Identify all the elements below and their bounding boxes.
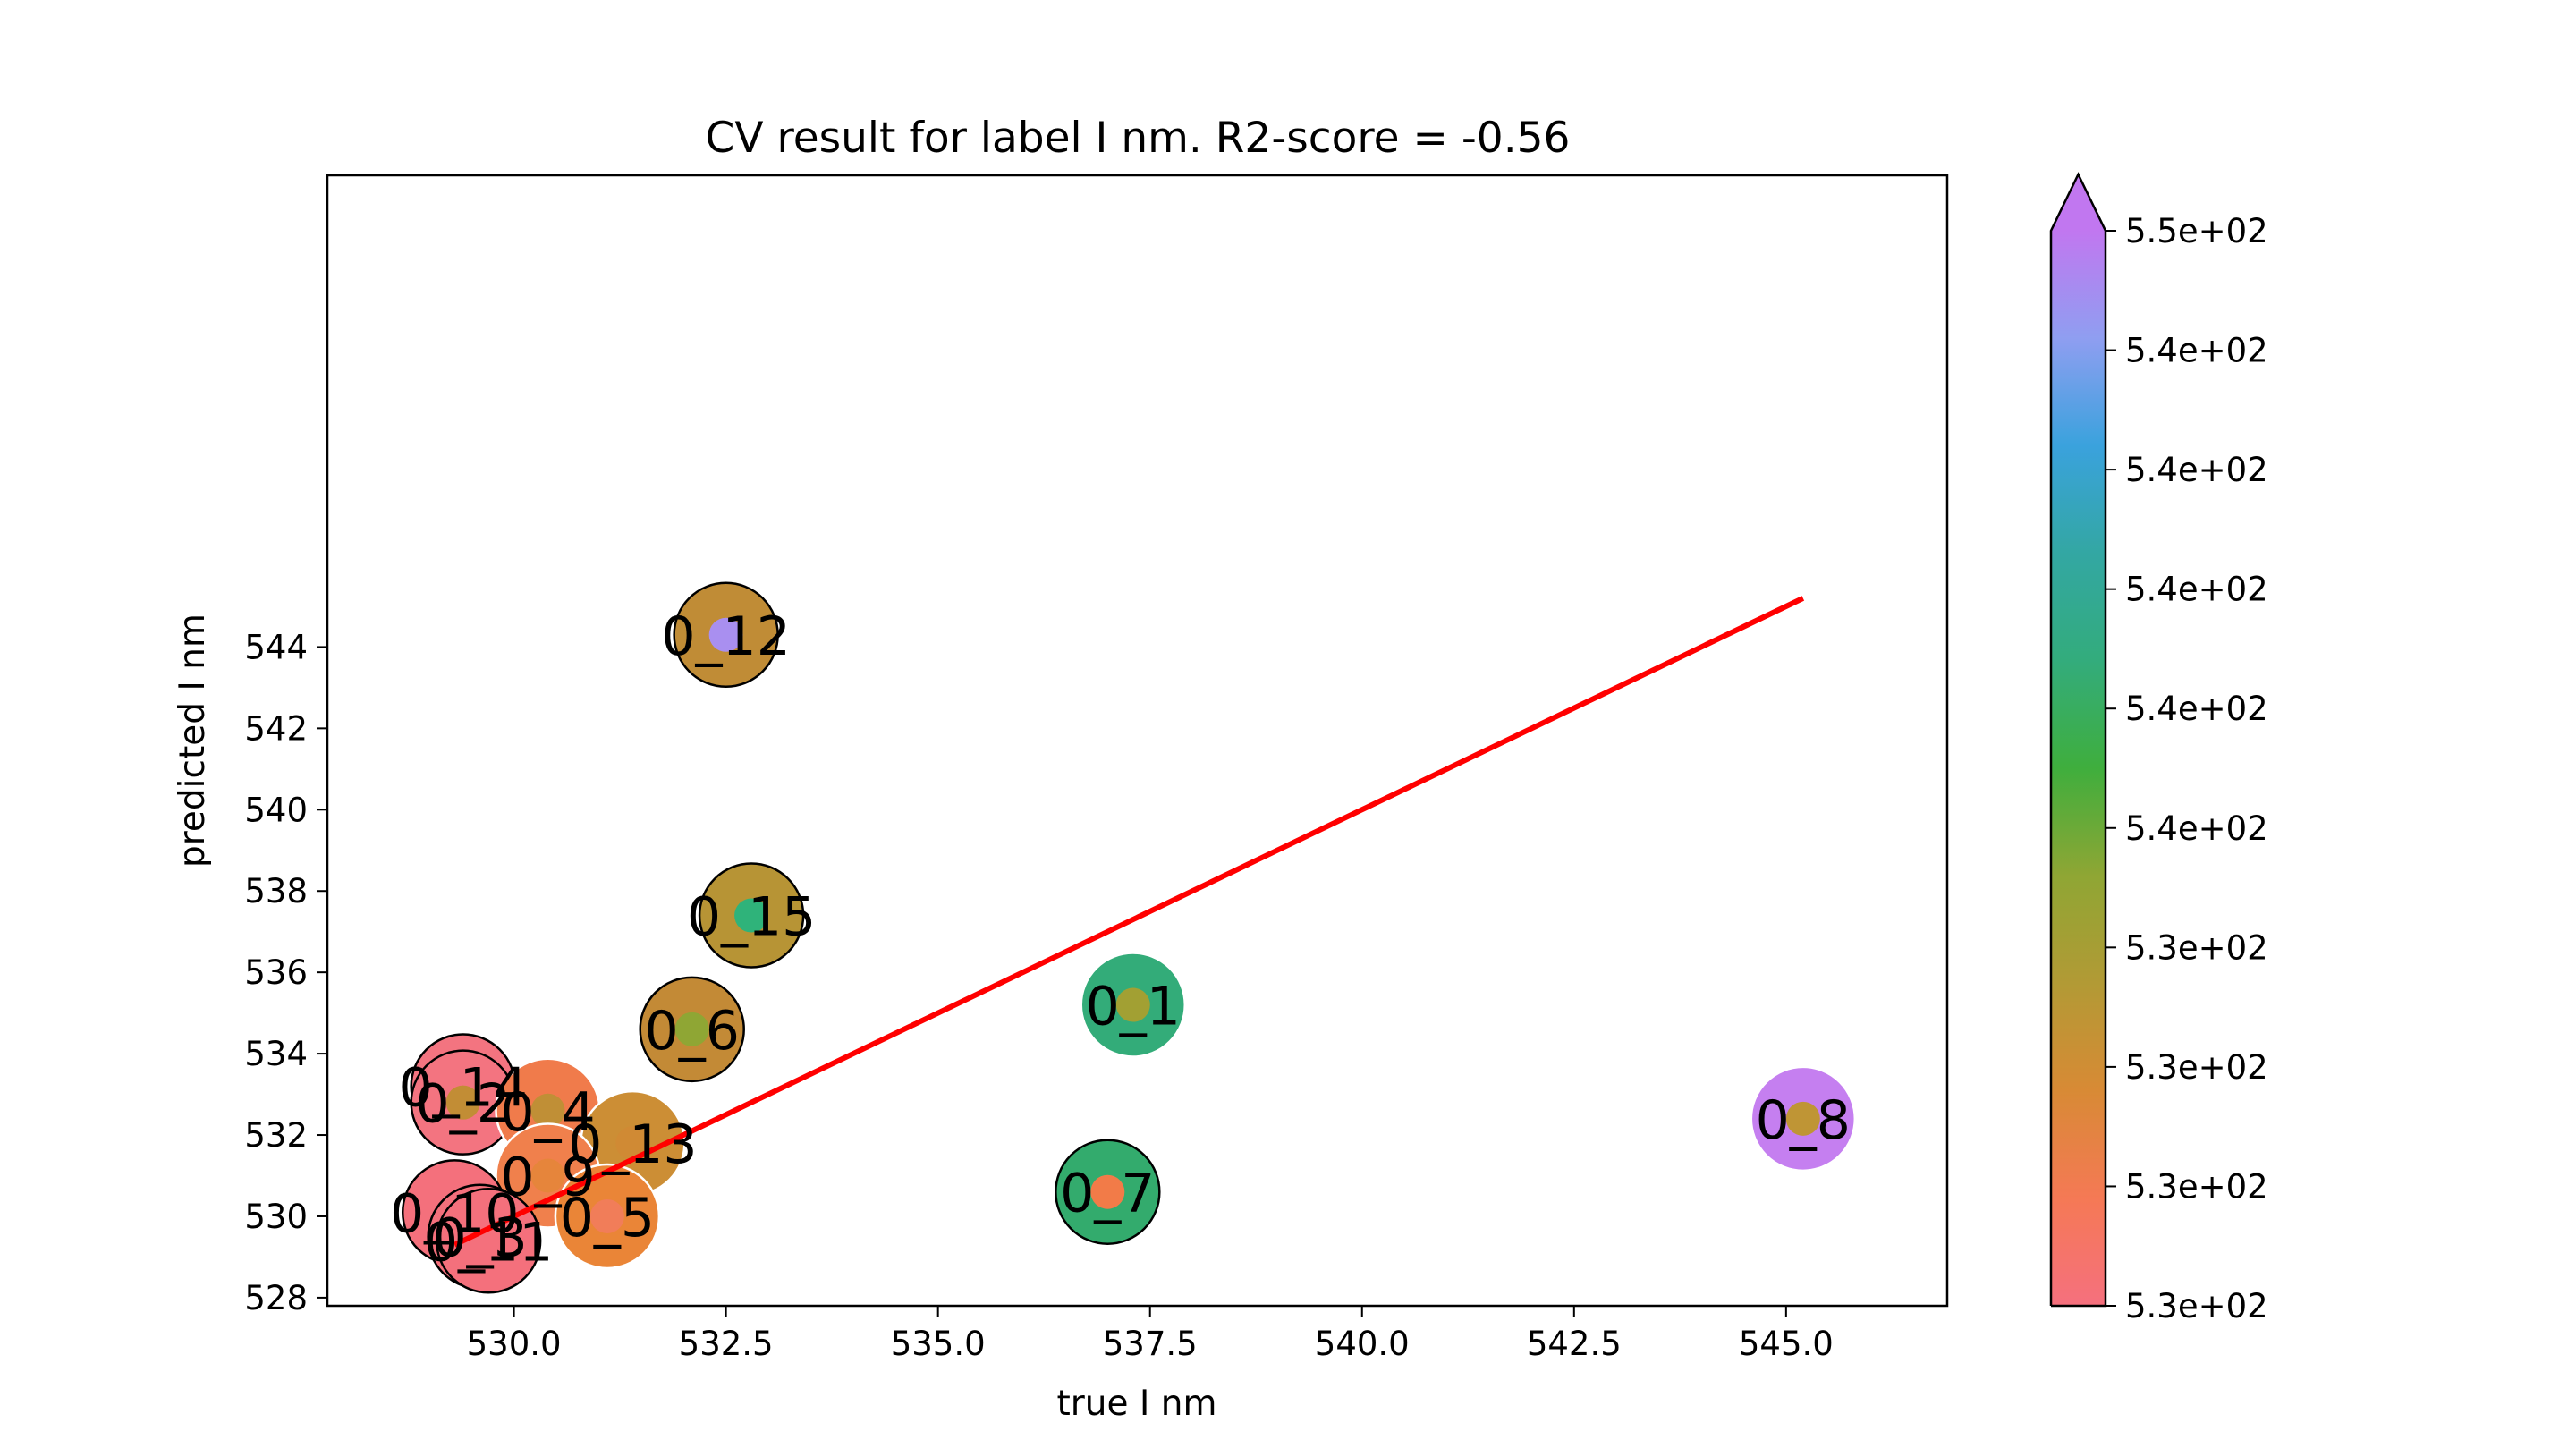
data-point-prediction [445, 1085, 480, 1120]
colorbar-fill [2051, 231, 2106, 1306]
colorbar-tick-label: 5.4e+02 [2125, 451, 2268, 489]
data-point-prediction [1115, 987, 1150, 1022]
y-axis: 528 530 532 534 536 538 540 542 544 [244, 628, 327, 1317]
data-point-prediction [1785, 1101, 1820, 1136]
data-point-prediction [530, 1093, 565, 1128]
data-point-label: 0_11 [424, 1211, 554, 1274]
data-point-label: 0_1 [1086, 976, 1181, 1038]
x-tick-label: 532.5 [679, 1325, 774, 1363]
y-axis-label: predicted I nm [173, 614, 213, 868]
chart-title: CV result for label I nm. R2-score = -0.… [706, 114, 1571, 163]
data-point-prediction [615, 1126, 650, 1161]
x-tick-label: 542.5 [1527, 1325, 1622, 1363]
data-point-label: 0_9 [500, 1147, 595, 1209]
colorbar-tick-label: 5.3e+02 [2125, 1167, 2268, 1206]
data-point-prediction [530, 1158, 565, 1193]
x-axis-label: true I nm [1056, 1384, 1216, 1424]
colorbar-extend-arrow [2051, 174, 2106, 231]
data-point-label: 0_13 [568, 1114, 698, 1176]
colorbar-tick-label: 5.3e+02 [2125, 1048, 2268, 1087]
x-tick-label: 535.0 [891, 1325, 986, 1363]
data-point [698, 862, 805, 969]
data-point-label: 0_5 [560, 1187, 655, 1249]
data-point-label: 0_8 [1756, 1089, 1851, 1152]
colorbar-tick-label: 5.4e+02 [2125, 690, 2268, 728]
data-point-prediction [674, 1012, 709, 1046]
x-tick-label: 540.0 [1315, 1325, 1410, 1363]
data-point [410, 1049, 516, 1156]
y-tick-label: 538 [244, 872, 308, 910]
colorbar-tick-label: 5.3e+02 [2125, 1287, 2268, 1325]
data-point-prediction [1090, 1174, 1125, 1209]
colorbar-tick-label: 5.4e+02 [2125, 332, 2268, 370]
data-point-prediction [589, 1198, 624, 1233]
colorbar-tick-label: 5.4e+02 [2125, 809, 2268, 848]
data-point-label: 0_2 [416, 1073, 511, 1136]
plot-frame [326, 174, 1949, 1308]
data-point-label: 0_10 [390, 1182, 520, 1245]
colorbar-tick-label: 5.4e+02 [2125, 571, 2268, 609]
y-tick-label: 532 [244, 1116, 308, 1155]
data-point [639, 976, 745, 1083]
colorbar: 5.5e+02 5.4e+02 5.4e+02 5.4e+02 5.4e+02 5.4e+… [2049, 172, 2268, 1325]
y-tick-label: 534 [244, 1035, 308, 1073]
data-point-label: 0_4 [500, 1081, 595, 1144]
data-point-label: 0_3 [432, 1207, 527, 1270]
y-tick-label: 540 [244, 791, 308, 829]
data-point [1055, 1139, 1161, 1245]
x-tick-label: 537.5 [1103, 1325, 1198, 1363]
data-point-prediction [708, 617, 743, 652]
data-point-label: 0_6 [645, 1000, 740, 1063]
data-point-prediction [734, 898, 769, 933]
data-point [554, 1163, 661, 1270]
identity-line [453, 596, 1805, 1248]
colorbar-tick-label: 5.5e+02 [2125, 212, 2268, 250]
data-point [1080, 952, 1187, 1058]
y-tick-label: 536 [244, 953, 308, 992]
y-tick-label: 530 [244, 1198, 308, 1236]
x-axis: 530.0 532.5 535.0 537.5 540.0 542.5 545.0 [467, 1306, 1834, 1363]
data-point-label: 0_7 [1060, 1163, 1155, 1225]
data-point-label: 0_14 [398, 1056, 528, 1119]
colorbar-tick-label: 5.3e+02 [2125, 928, 2268, 967]
data-point-label: 0_15 [687, 886, 817, 949]
y-tick-label: 544 [244, 628, 308, 666]
data-point-label: 0_12 [661, 605, 791, 668]
y-tick-label: 528 [244, 1279, 308, 1317]
x-tick-label: 545.0 [1739, 1325, 1834, 1363]
y-tick-label: 542 [244, 709, 308, 748]
data-point [1750, 1065, 1857, 1173]
data-point [673, 581, 779, 689]
plot-area: 0_12 0_15 0_1 0_6 0_140_20_40_13 0_8 0_9 0_7 0_1… [390, 581, 1857, 1294]
colorbar-outline [2049, 172, 2107, 1308]
x-tick-label: 530.0 [467, 1325, 562, 1363]
